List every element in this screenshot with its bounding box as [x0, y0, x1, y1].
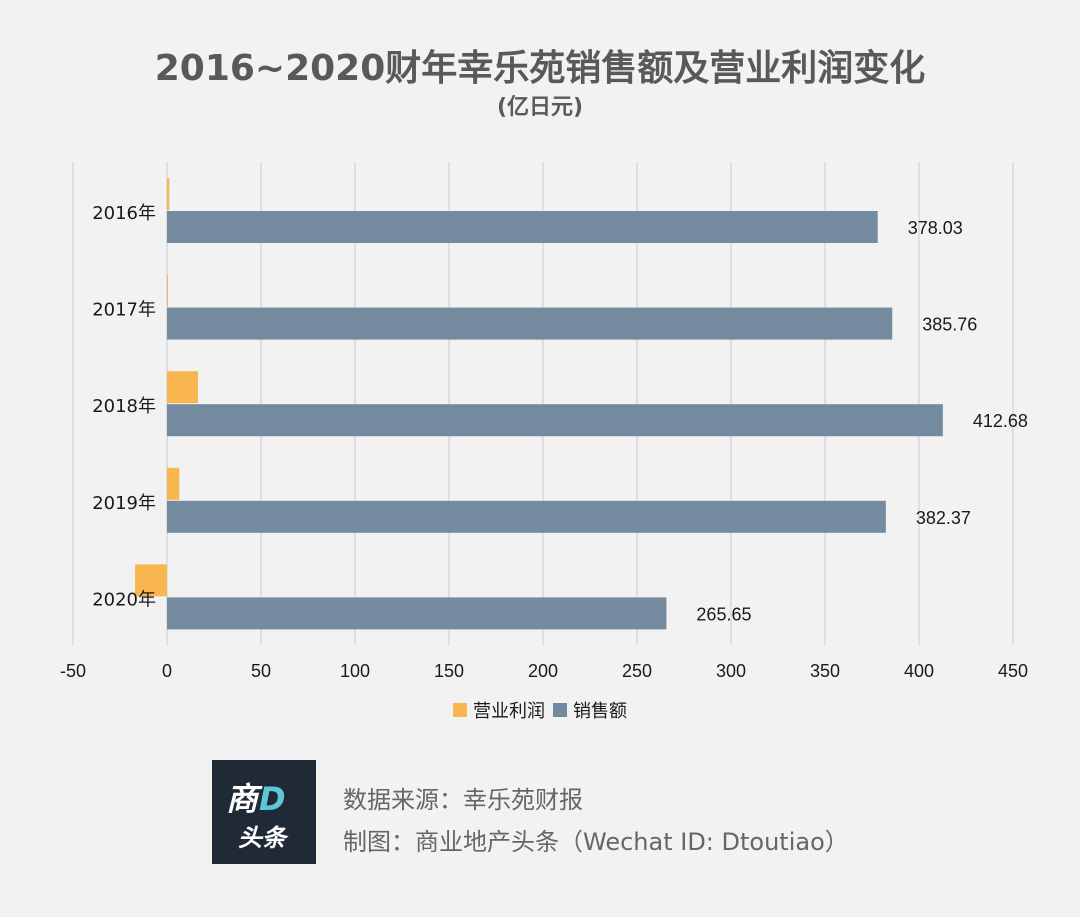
category-labels: 2016年 2017年 2018年 2019年 2020年	[92, 203, 156, 610]
chart-subtitle: (亿日元)	[497, 95, 583, 120]
bar-operating-profit	[167, 371, 199, 404]
bar-sales	[167, 307, 893, 340]
legend-label: 销售额	[573, 701, 627, 722]
logo-top-text: 商D	[226, 780, 287, 818]
legend: 营业利润 销售额	[453, 701, 627, 722]
data-label-sales: 265.65	[696, 604, 751, 624]
data-label-sales: 378.03	[908, 218, 963, 238]
bar-sales	[167, 597, 667, 630]
logo-bottom-text: 头条	[238, 824, 286, 852]
x-tick-label: 250	[622, 661, 652, 681]
bar-operating-profit	[167, 467, 180, 500]
bar-operating-profit	[135, 564, 167, 597]
category-label: 2016年	[92, 203, 156, 224]
data-labels: 378.03 385.76 412.68 382.37 265.65	[696, 218, 1027, 624]
x-tick-label: 100	[340, 661, 370, 681]
category-label: 2017年	[92, 300, 156, 321]
bar-operating-profit	[167, 178, 170, 210]
legend-label: 营业利润	[473, 701, 545, 722]
data-label-sales: 382.37	[916, 508, 971, 528]
legend-swatch	[453, 703, 467, 717]
x-tick-label: 50	[251, 661, 271, 681]
category-label: 2019年	[92, 493, 156, 514]
data-source: 数据来源：幸乐苑财报	[343, 786, 583, 814]
x-tick-label: 200	[528, 661, 558, 681]
x-tick-label: -50	[60, 661, 86, 681]
bar-operating-profit	[167, 274, 168, 307]
bar-sales	[167, 404, 943, 437]
bar-sales	[167, 211, 878, 243]
chart-title: 2016~2020财年幸乐苑销售额及营业利润变化	[155, 47, 926, 89]
data-label-sales: 412.68	[973, 411, 1028, 431]
chart-credit: 制图：商业地产头条（Wechat ID: Dtoutiao）	[343, 828, 849, 856]
brand-logo: 商D 头条	[212, 760, 316, 864]
bar-sales	[167, 500, 886, 533]
x-tick-label: 150	[434, 661, 464, 681]
x-axis-ticks: -50 0 50 100 150 200 250 300 350 400 450	[60, 661, 1028, 681]
x-tick-label: 0	[162, 661, 172, 681]
x-tick-label: 400	[904, 661, 934, 681]
x-tick-label: 450	[998, 661, 1028, 681]
data-label-sales: 385.76	[922, 315, 977, 335]
bars	[135, 178, 943, 630]
category-label: 2020年	[92, 589, 156, 610]
category-label: 2018年	[92, 396, 156, 417]
x-tick-label: 350	[810, 661, 840, 681]
legend-swatch	[553, 703, 567, 717]
x-tick-label: 300	[716, 661, 746, 681]
